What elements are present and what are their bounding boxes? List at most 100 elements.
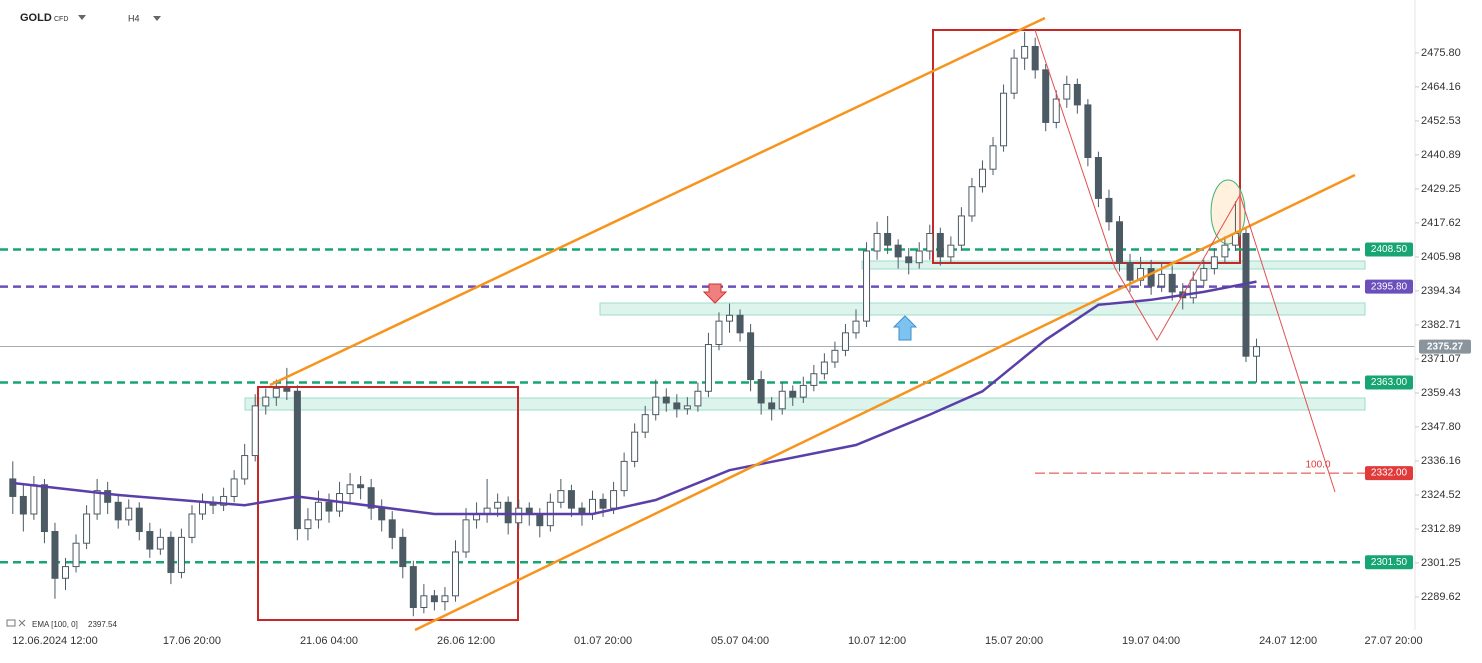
level-label: 2408.50 <box>1371 244 1408 255</box>
y-tick-label: 2312.89 <box>1421 523 1461 535</box>
candle-body <box>820 361 828 375</box>
candle-body <box>1253 346 1261 357</box>
candle-body <box>367 487 375 509</box>
candle-body <box>220 495 228 506</box>
dropdown-caret[interactable] <box>78 15 86 20</box>
y-tick-label: 2440.89 <box>1421 149 1461 161</box>
candle-body <box>19 495 27 515</box>
candle-body <box>409 566 417 608</box>
level-tag <box>1365 242 1413 257</box>
candle-body <box>451 551 459 597</box>
candle-body <box>589 498 596 515</box>
candle-body <box>1105 197 1113 223</box>
x-tick-label: 24.07 12:00 <box>1259 635 1317 647</box>
timeframe[interactable]: H4 <box>128 13 140 23</box>
candle-body <box>1168 273 1176 293</box>
level-label: 2301.50 <box>1371 557 1408 568</box>
candle-body <box>399 536 407 568</box>
candle-body <box>230 478 238 497</box>
x-tick-label: 01.07 20:00 <box>574 635 632 647</box>
candle-body <box>631 431 639 462</box>
candle-body <box>199 501 207 515</box>
level-tag <box>1365 279 1413 294</box>
candle-body <box>557 490 565 503</box>
y-tick-label: 2475.80 <box>1421 47 1461 59</box>
candle-body <box>114 501 122 521</box>
candle-body <box>694 390 702 407</box>
range-box <box>932 29 1241 264</box>
candle-body <box>926 232 934 252</box>
level-tag <box>1365 375 1413 390</box>
candle-body <box>1116 221 1123 264</box>
candle-body <box>599 498 607 509</box>
candle-body <box>314 501 322 521</box>
dropdown-caret[interactable] <box>153 16 161 21</box>
candle-body <box>156 536 164 550</box>
x-tick-label: 21.06 04:00 <box>300 635 358 647</box>
legend-icon[interactable] <box>6 619 16 627</box>
down-arrow <box>702 283 728 304</box>
x-tick-label: 05.07 04:00 <box>711 635 769 647</box>
x-tick-label: 15.07 20:00 <box>985 635 1043 647</box>
y-tick-label: 2429.25 <box>1421 183 1461 195</box>
candle-body <box>863 250 871 322</box>
candle-body <box>1084 104 1092 158</box>
candle-body <box>93 490 101 515</box>
candle-body <box>1200 268 1208 281</box>
candle-body <box>62 566 69 579</box>
y-tick-label: 2336.16 <box>1421 455 1461 467</box>
level-tag <box>1365 555 1413 570</box>
y-tick-label: 2394.34 <box>1421 285 1461 297</box>
candle-body <box>641 414 649 433</box>
candle-body <box>673 402 681 410</box>
candle-body <box>177 536 185 573</box>
candle-body <box>768 402 776 410</box>
target-ratio: 100.0 <box>1305 460 1330 471</box>
level-label: 2395.80 <box>1371 281 1408 292</box>
candle-body <box>357 484 365 489</box>
candle-body <box>441 595 449 603</box>
candle-body <box>915 250 923 264</box>
candle-body <box>662 396 670 404</box>
y-tick-label: 2405.98 <box>1421 251 1461 263</box>
candle-body <box>620 460 628 492</box>
candle-body <box>567 490 575 509</box>
highlight-ellipse <box>1210 179 1246 245</box>
candle-body <box>884 232 892 246</box>
candle-body <box>325 501 333 512</box>
x-tick-label: 17.06 20:00 <box>163 635 221 647</box>
candle-body <box>1000 92 1008 147</box>
channel-line <box>414 173 1356 632</box>
candle-body <box>747 332 755 381</box>
candle-body <box>905 256 913 264</box>
candle-body <box>494 501 502 509</box>
candle-body <box>789 390 797 398</box>
candle-body <box>736 314 744 334</box>
y-tick-label: 2301.25 <box>1421 557 1461 569</box>
last-price-tag <box>1419 339 1471 354</box>
candle-body <box>283 387 291 392</box>
y-tick-label: 2371.07 <box>1421 353 1461 365</box>
candle-body <box>936 232 944 258</box>
candle-body <box>947 244 955 258</box>
x-tick-label: 12.06.2024 12:00 <box>12 635 98 647</box>
candle-body <box>504 501 512 524</box>
support-zone <box>599 302 1366 316</box>
symbol[interactable]: GOLD <box>20 12 52 24</box>
candle-body <box>1094 157 1102 199</box>
candle-body <box>188 513 196 538</box>
y-tick-label: 2359.43 <box>1421 387 1461 399</box>
candle-body <box>610 490 618 509</box>
candle-body <box>388 519 396 538</box>
candle-body <box>1031 45 1039 71</box>
candle-body <box>72 542 80 568</box>
candle-body <box>51 531 59 579</box>
candle-body <box>1126 262 1134 281</box>
candle-body <box>515 507 523 524</box>
candle-body <box>726 314 734 322</box>
y-tick-label: 2347.80 <box>1421 421 1461 433</box>
y-tick-label: 2289.62 <box>1421 591 1461 603</box>
legend-close[interactable] <box>18 619 26 627</box>
